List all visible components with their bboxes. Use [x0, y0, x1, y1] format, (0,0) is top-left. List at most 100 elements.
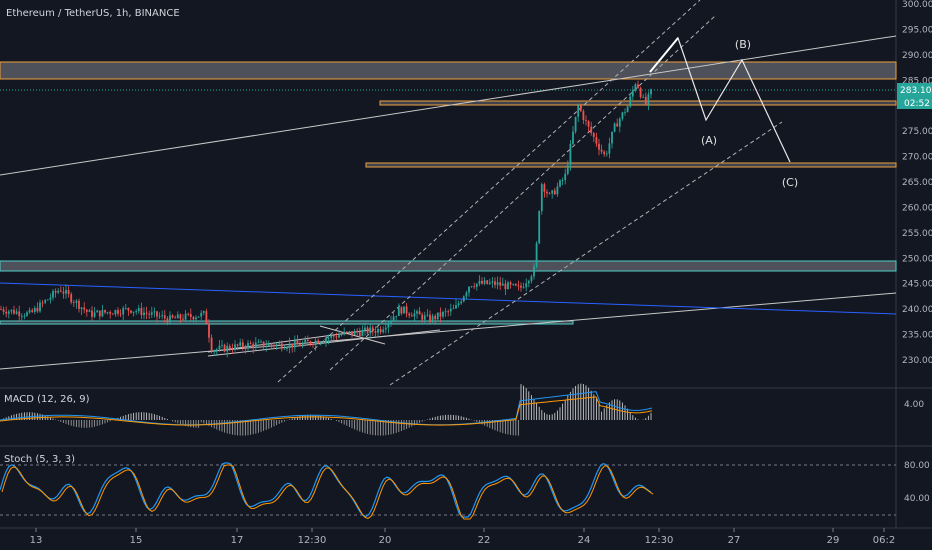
candle-body	[530, 276, 533, 281]
candle-body	[140, 308, 143, 316]
candle-body	[273, 345, 275, 347]
candle-body	[390, 320, 392, 323]
candle-body	[379, 329, 382, 333]
candle-body	[410, 315, 413, 317]
candle-body	[579, 105, 582, 112]
candle-body	[163, 315, 166, 319]
candle-body	[72, 302, 75, 303]
candle-body	[91, 310, 93, 317]
price-tick-label: 275.00	[902, 127, 932, 137]
candle-body	[161, 315, 164, 317]
candle-body	[67, 290, 70, 295]
price-tick-label: 295.00	[902, 25, 932, 35]
price-tick-label: 230.00	[902, 356, 932, 366]
trendline-lower	[0, 292, 897, 370]
candle-body	[634, 84, 637, 91]
candle-body	[249, 343, 252, 344]
macd-line	[0, 391, 653, 426]
candle-body	[475, 283, 478, 288]
candle-body	[309, 341, 312, 345]
candle-body	[319, 342, 322, 344]
candle-body	[470, 286, 473, 288]
candle-body	[481, 280, 483, 284]
x-tick-label: 22	[478, 535, 491, 546]
candle-body	[13, 309, 15, 314]
candle-body	[629, 96, 632, 107]
candle-body	[187, 313, 190, 315]
candle-body	[551, 190, 554, 194]
candle-body	[384, 327, 387, 330]
candle-body	[41, 302, 44, 304]
candle-body	[611, 131, 613, 144]
last-price-tag	[897, 83, 932, 96]
candle-body	[124, 307, 127, 309]
candle-body	[644, 96, 647, 105]
candle-body	[509, 282, 512, 285]
candle-body	[442, 311, 444, 317]
candle-body	[166, 318, 169, 323]
candle-body	[278, 343, 281, 345]
price-tick-label: 235.00	[902, 331, 932, 341]
candle-body	[631, 90, 634, 97]
candle-body	[353, 330, 356, 335]
candle-body	[382, 329, 385, 333]
candle-body	[447, 311, 450, 313]
candle-body	[20, 315, 23, 317]
candle-body	[26, 312, 28, 316]
candle-body	[257, 341, 260, 343]
candle-body	[478, 280, 481, 284]
candle-body	[49, 297, 52, 300]
price-tick-label: 300.00	[902, 0, 932, 10]
price-tick-label: 245.00	[902, 280, 932, 290]
candle-body	[423, 315, 426, 320]
candle-body	[569, 143, 572, 165]
candle-body	[143, 312, 145, 316]
candle-body	[83, 307, 86, 310]
candle-body	[104, 309, 106, 313]
candle-body	[553, 190, 556, 195]
candle-body	[468, 286, 470, 293]
macd-tick-label: 4.00	[904, 400, 924, 410]
candle-body	[28, 310, 31, 313]
candle-body	[265, 345, 268, 347]
channel-dashed-lower	[389, 121, 783, 386]
candle-body	[574, 116, 577, 132]
candle-body	[449, 308, 452, 312]
candle-body	[499, 282, 502, 286]
channel-dashed-upper	[277, 0, 701, 383]
candle-body	[405, 306, 408, 314]
blue-channel-line	[0, 282, 897, 315]
candle-body	[101, 309, 104, 317]
candle-body	[374, 331, 377, 333]
candle-body	[78, 300, 80, 309]
x-tick-label: 24	[578, 535, 591, 546]
candle-body	[197, 316, 200, 318]
candle-body	[52, 291, 54, 298]
candle-body	[153, 311, 156, 313]
price-tick-label: 260.00	[902, 203, 932, 213]
candle-body	[621, 112, 624, 119]
candle-body	[98, 310, 101, 317]
candle-body	[566, 164, 569, 174]
candle-body	[556, 186, 559, 195]
candle-body	[434, 315, 437, 320]
candle-body	[598, 143, 600, 150]
candle-body	[244, 347, 247, 349]
candle-body	[75, 300, 78, 303]
price-tick-label: 270.00	[902, 153, 932, 163]
x-tick-label: 15	[130, 535, 143, 546]
candles	[0, 80, 652, 358]
candle-body	[301, 343, 304, 347]
x-tick-label: 12:30	[298, 535, 327, 546]
candle-body	[455, 305, 457, 309]
candle-body	[431, 315, 434, 322]
candle-body	[600, 149, 603, 152]
candle-body	[483, 280, 486, 284]
candle-body	[439, 312, 442, 317]
candle-body	[452, 308, 455, 310]
candle-body	[548, 193, 551, 195]
candle-body	[184, 313, 187, 320]
support-zone-mid	[365, 162, 897, 168]
candle-body	[512, 284, 515, 285]
